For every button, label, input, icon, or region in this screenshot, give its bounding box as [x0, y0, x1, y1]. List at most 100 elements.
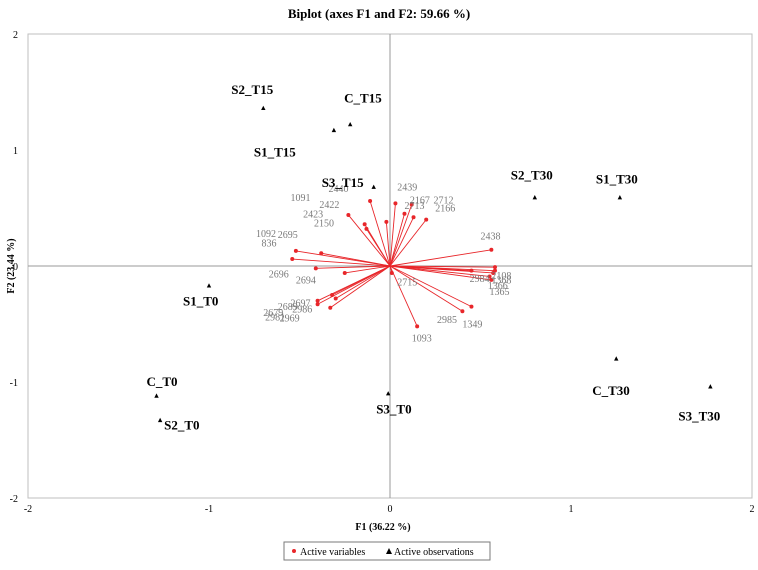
variable-point	[489, 247, 494, 252]
variable-vector	[389, 203, 396, 267]
observation-marker	[708, 384, 713, 389]
observation-label: C_T30	[592, 383, 630, 398]
variable-label: 1365	[490, 287, 510, 298]
variable-vector	[292, 258, 391, 267]
variable-vector	[335, 265, 391, 299]
variable-label: 2438	[481, 231, 501, 242]
variable-vector	[389, 249, 492, 267]
variable-label: 2439	[397, 183, 417, 194]
observation-label: C_T0	[147, 374, 178, 389]
legend-variables-marker	[292, 549, 296, 553]
observation-marker	[385, 391, 391, 396]
variable-label: 1092	[256, 229, 276, 240]
variable-label: 2422	[319, 200, 339, 211]
observation-label: S3_T0	[376, 402, 411, 417]
variable-point	[492, 268, 497, 273]
observation-label: C_T15	[344, 90, 382, 105]
variable-label: 1091	[290, 193, 310, 204]
observation-marker	[347, 121, 353, 127]
variable-vector	[315, 265, 391, 269]
y-tick-label: -1	[10, 378, 18, 389]
variable-point	[346, 212, 351, 217]
variable-label: 1368	[491, 275, 511, 286]
variable-label: 2423	[303, 209, 323, 220]
variable-vector	[389, 265, 472, 308]
x-tick-label: 1	[569, 504, 574, 515]
observation-label: S3_T15	[322, 175, 364, 190]
observation-marker	[154, 393, 159, 398]
x-axis-label: F1 (36.22 %)	[355, 522, 410, 533]
variable-point	[328, 305, 333, 310]
legend: Active variables Active observations	[283, 541, 491, 561]
observation-label: S1_T30	[596, 172, 638, 187]
observation-label: S2_T30	[511, 168, 553, 183]
variable-label: 2985	[437, 315, 457, 326]
observation-marker	[614, 356, 619, 361]
y-tick-label: 0	[13, 262, 18, 273]
variable-point	[342, 270, 347, 275]
y-tick-label: 2	[13, 30, 18, 41]
variable-point	[415, 324, 420, 329]
observation-label: S2_T15	[231, 82, 273, 97]
variable-point	[460, 309, 465, 314]
observation-label: S1_T15	[254, 144, 296, 159]
variable-label: 2108	[491, 271, 511, 282]
variable-vector	[369, 200, 391, 267]
variable-label: 2440	[328, 184, 348, 195]
variable-label: 1093	[412, 333, 432, 344]
variable-point	[487, 274, 492, 279]
variable-point	[364, 226, 369, 231]
variable-vector	[389, 219, 427, 267]
variable-point	[315, 302, 320, 307]
observation-points: S2_T15 C_T15 S1_T15 S3_T15 S2_T30 S1_T30 S1_T0…	[147, 82, 721, 432]
variable-vector	[317, 265, 391, 305]
variable-label: 2150	[314, 219, 334, 230]
observation-label: S1_T0	[183, 294, 218, 309]
variable-vector	[348, 214, 391, 267]
observation-marker	[157, 417, 163, 423]
variable-label: 2713	[404, 201, 424, 212]
variable-label: 2981	[265, 313, 285, 324]
variable-point	[362, 222, 367, 227]
variable-label: 2166	[435, 203, 455, 214]
variable-point	[402, 211, 407, 216]
legend-variables-label: Active variables	[300, 547, 365, 558]
x-tick-label: -2	[24, 504, 32, 515]
variable-vector	[366, 228, 391, 267]
variable-label: 2697	[290, 299, 310, 310]
variable-point	[469, 304, 474, 309]
variable-vector	[389, 265, 490, 277]
legend-observations-marker	[386, 548, 392, 554]
variable-vector	[389, 204, 413, 267]
variable-label: 2695	[278, 230, 298, 241]
variable-vector	[389, 265, 418, 327]
variable-point	[409, 202, 414, 207]
variable-vector	[389, 265, 492, 281]
x-tick-label: 2	[750, 504, 755, 515]
variable-label: 2984	[470, 274, 490, 285]
observation-marker	[371, 184, 376, 189]
observation-marker	[206, 283, 212, 288]
variable-label: 2715	[397, 278, 417, 289]
variable-point	[492, 265, 497, 270]
variable-vector	[330, 265, 391, 309]
variable-label: 2712	[433, 195, 453, 206]
variable-vector	[389, 265, 463, 312]
variable-vector	[321, 252, 391, 267]
variable-vector	[389, 217, 414, 267]
variable-label: 2696	[269, 270, 289, 281]
variable-point	[313, 266, 318, 271]
y-tick-labels: -2 -1 0 1 2	[10, 30, 18, 505]
variable-vector	[389, 213, 405, 267]
chart-title: Biplot (axes F1 and F2: 59.66 %)	[288, 6, 470, 21]
variable-point	[293, 248, 298, 253]
variable-point	[411, 215, 416, 220]
x-tick-label: -1	[205, 504, 213, 515]
variable-label: 2167	[410, 195, 430, 206]
variable-point	[290, 257, 295, 262]
observation-marker	[532, 195, 537, 200]
observation-label: S2_T0	[164, 417, 199, 432]
variable-vector	[385, 221, 391, 267]
variable-point	[315, 298, 320, 303]
